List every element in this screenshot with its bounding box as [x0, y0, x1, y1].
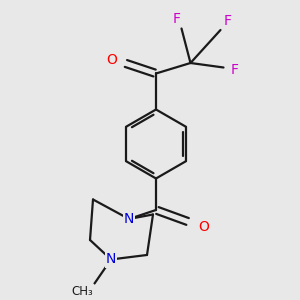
- Text: O: O: [106, 53, 117, 67]
- Text: F: F: [231, 63, 239, 76]
- Text: CH₃: CH₃: [72, 285, 93, 298]
- Text: F: F: [224, 14, 232, 28]
- Text: F: F: [173, 12, 181, 26]
- Text: N: N: [106, 253, 116, 266]
- Text: N: N: [124, 212, 134, 226]
- Text: O: O: [198, 220, 209, 234]
